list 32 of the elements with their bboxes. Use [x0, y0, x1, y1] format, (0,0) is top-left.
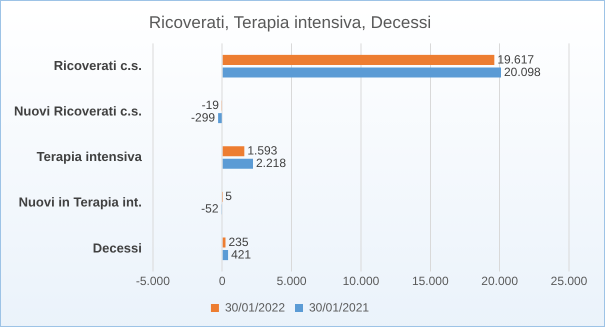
data-label: 19.617 — [497, 52, 534, 66]
bar — [222, 67, 502, 78]
data-label: 5 — [225, 189, 232, 204]
data-label: 20.098 — [504, 64, 542, 79]
data-label: -19 — [202, 98, 220, 112]
bar — [218, 113, 222, 124]
legend-label: 30/01/2022 — [224, 300, 286, 314]
chart-title: Ricoverati, Terapia intensiva, Decessi — [148, 12, 432, 32]
legend-label: 30/01/2021 — [309, 300, 370, 314]
y-tick-label: Nuovi Ricoverati c.s. — [14, 103, 142, 118]
x-tick-label: 20.000 — [481, 274, 518, 288]
y-tick-label: Ricoverati c.s. — [54, 58, 142, 73]
x-tick-label: 15.000 — [412, 274, 449, 288]
bar — [222, 158, 253, 169]
data-label: 2.218 — [256, 156, 286, 170]
y-tick-label: Terapia intensiva — [36, 149, 143, 164]
bar — [222, 54, 494, 65]
y-tick-label: Nuovi in Terapia int. — [18, 194, 142, 210]
data-label: 1.593 — [247, 144, 278, 158]
x-tick-label: 0 — [218, 274, 226, 288]
x-tick-label: -5.000 — [136, 274, 170, 288]
data-label: 421 — [231, 247, 252, 262]
data-label: -299 — [191, 110, 216, 124]
bar — [222, 250, 228, 260]
bar — [222, 146, 244, 156]
bar — [222, 237, 226, 248]
x-tick-label: 10.000 — [342, 274, 380, 288]
data-label: -52 — [201, 202, 219, 216]
x-tick-label: 5.000 — [276, 274, 307, 288]
data-label: 235 — [228, 234, 249, 249]
x-tick-label: 25.000 — [550, 274, 588, 288]
y-tick-label: Decessi — [92, 240, 142, 256]
